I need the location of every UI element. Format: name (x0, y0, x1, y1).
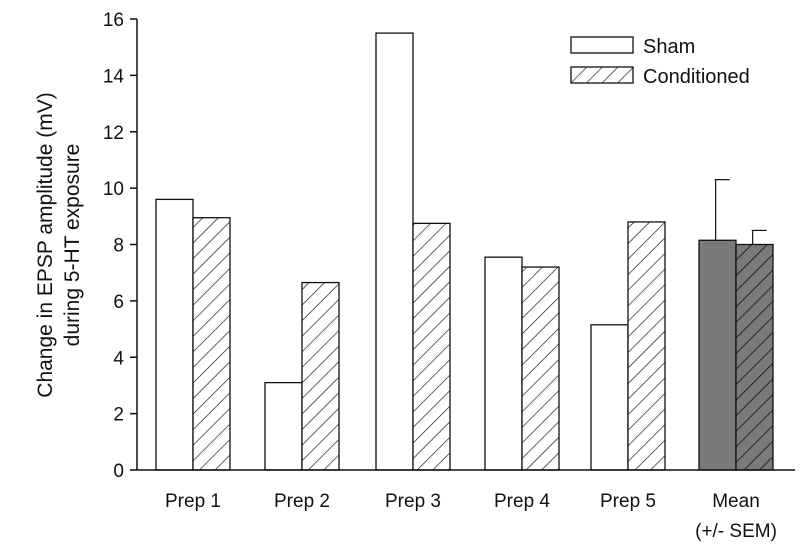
bar-conditioned (412, 222, 451, 471)
bar-conditioned (735, 243, 774, 471)
bars (155, 32, 774, 471)
y-tick-label: 16 (103, 10, 124, 31)
bar-sham (484, 256, 523, 471)
legend-swatch-conditioned (570, 66, 634, 84)
y-axis-title: Change in EPSP amplitude (mV) during 5-H… (34, 92, 84, 397)
y-tick-label: 14 (103, 66, 125, 87)
y-axis-ticks: 0 2 4 6 8 10 12 14 16 (103, 10, 137, 482)
legend-swatch-sham (570, 36, 634, 54)
bar-sham (155, 198, 194, 471)
bar-sham (590, 324, 629, 471)
x-tick-label: Mean (712, 491, 760, 512)
y-tick-label: 12 (103, 123, 124, 144)
x-tick-label: Prep 4 (494, 491, 550, 512)
y-tick-label: 8 (113, 236, 124, 257)
x-axis-labels: Prep 1 Prep 2 Prep 3 Prep 4 Prep 5 Mean (+/- S… (165, 491, 777, 542)
bar-conditioned (521, 266, 560, 471)
bar-conditioned (301, 281, 340, 471)
bar-sham (698, 239, 737, 471)
y-axis-title-line-2: during 5-HT exposure (61, 144, 84, 347)
y-tick-label: 2 (113, 405, 124, 426)
x-tick-label: Prep 2 (274, 491, 330, 512)
x-tick-sublabel: (+/- SEM) (695, 521, 777, 542)
x-tick-label: Prep 3 (385, 491, 441, 512)
y-tick-label: 0 (113, 461, 124, 482)
bar-conditioned (192, 217, 231, 471)
x-tick-label: Prep 5 (600, 491, 656, 512)
y-tick-label: 10 (103, 179, 124, 200)
y-tick-label: 6 (113, 292, 124, 313)
y-tick-label: 4 (113, 348, 124, 369)
bar-sham (375, 32, 414, 471)
x-tick-label: Prep 1 (165, 491, 221, 512)
legend-label-sham: Sham (643, 36, 695, 58)
y-axis-title-line-1: Change in EPSP amplitude (mV) (34, 92, 57, 397)
bar-sham (264, 381, 303, 471)
legend-label-conditioned: Conditioned (643, 66, 750, 88)
legend: Sham Conditioned (570, 36, 750, 88)
bar-conditioned (627, 221, 666, 471)
